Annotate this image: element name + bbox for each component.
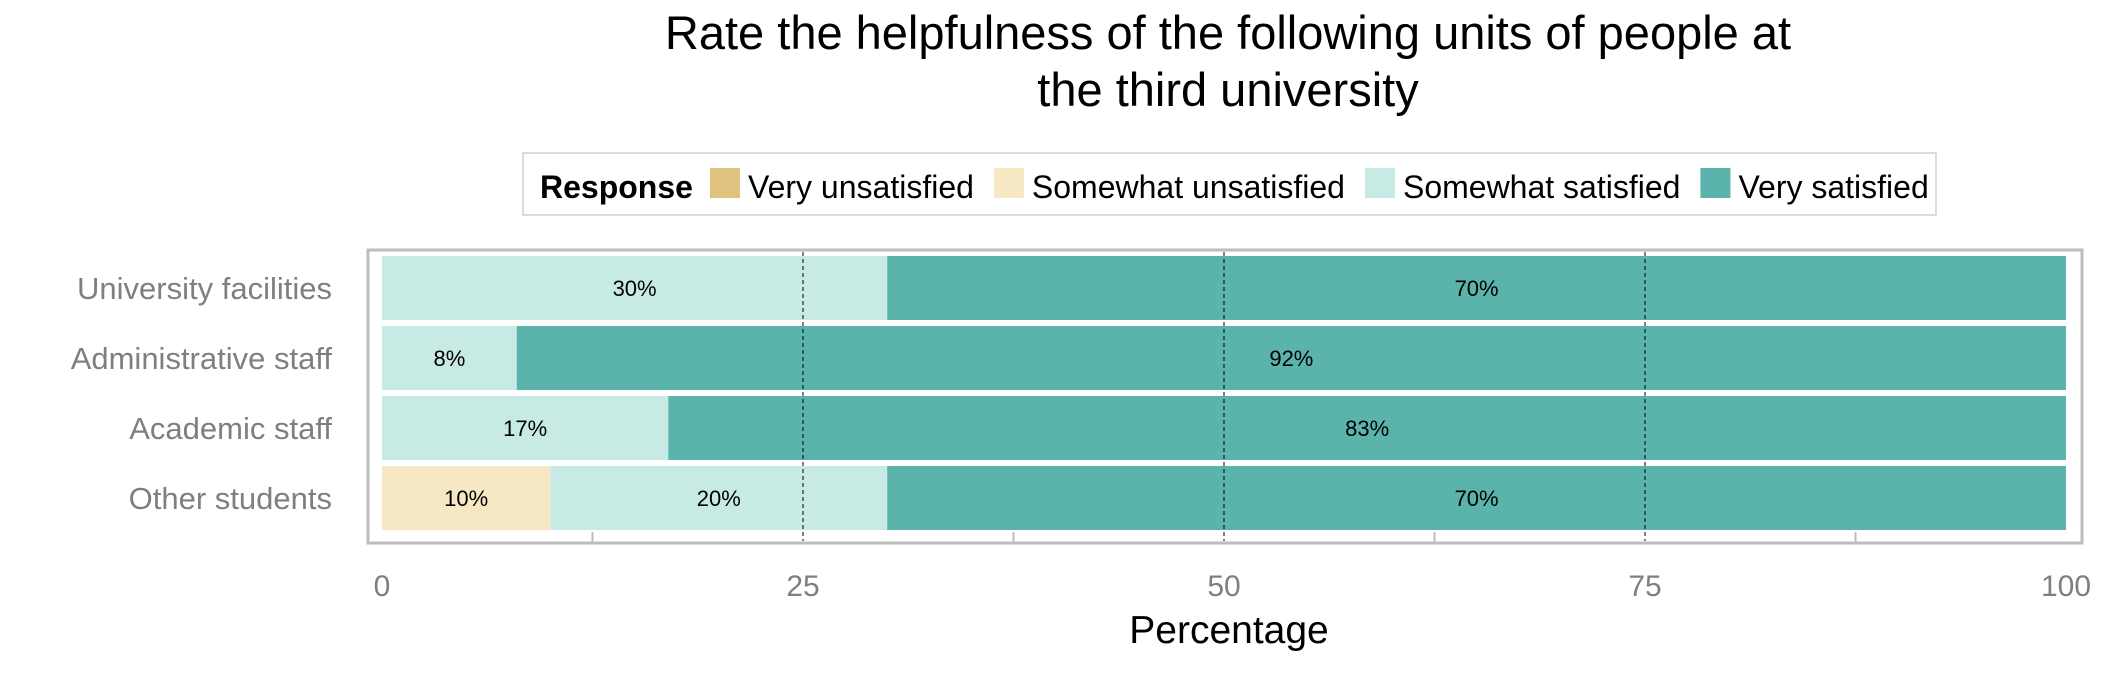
bar-administrative-staff-somewhat-satisfied [382, 326, 517, 390]
bar-other-students-somewhat-unsatisfied [382, 466, 551, 530]
bar-administrative-staff-very-satisfied [516, 326, 2066, 390]
legend-swatch-somewhat-unsatisfied [993, 168, 1024, 198]
x-axis-title: Percentage [1129, 609, 1328, 652]
legend-label-somewhat-unsatisfied: Somewhat unsatisfied [1032, 169, 1345, 205]
category-label-other-students: Other students [129, 481, 332, 516]
legend-swatch-somewhat-satisfied [1364, 168, 1395, 198]
bar-university-facilities-very-satisfied [887, 256, 2067, 320]
category-label-university-facilities: University facilities [77, 271, 332, 306]
legend-title: Response [540, 169, 693, 205]
legend-label-somewhat-satisfied: Somewhat satisfied [1403, 169, 1680, 205]
x-tick-label-25: 25 [786, 570, 819, 603]
x-tick-label-50: 50 [1207, 570, 1240, 603]
bar-academic-staff-very-satisfied [668, 396, 2066, 460]
data-label-academic-staff-very-satisfied: 83% [1345, 416, 1389, 441]
legend-label-very-satisfied: Very satisfied [1738, 169, 1928, 205]
data-label-other-students-very-satisfied: 70% [1455, 486, 1499, 511]
data-label-academic-staff-somewhat-satisfied: 17% [503, 416, 547, 441]
x-tick-label-100: 100 [2041, 570, 2091, 603]
x-tick-label-75: 75 [1628, 570, 1661, 603]
chart-title-line-1: Rate the helpfulness of the following un… [665, 6, 1791, 59]
legend: Response Very unsatisfied Somewhat unsati… [522, 152, 1937, 216]
category-label-academic-staff: Academic staff [129, 411, 332, 446]
chart-title-line-2: the third university [1037, 63, 1419, 116]
data-label-administrative-staff-somewhat-satisfied: 8% [433, 346, 465, 371]
category-label-administrative-staff: Administrative staff [71, 341, 333, 376]
legend-label-very-unsatisfied: Very unsatisfied [748, 169, 974, 205]
x-axis: 0 25 50 75 100 [374, 570, 2091, 603]
bar-academic-staff-somewhat-satisfied [382, 396, 669, 460]
data-label-other-students-somewhat-unsatisfied: 10% [444, 486, 488, 511]
y-axis: University facilities Administrative staf… [71, 271, 333, 516]
legend-swatch-very-satisfied [1700, 168, 1731, 198]
bar-other-students-very-satisfied [887, 466, 2067, 530]
data-label-university-facilities-somewhat-satisfied: 30% [613, 276, 657, 301]
data-label-other-students-somewhat-satisfied: 20% [697, 486, 741, 511]
legend-swatch-very-unsatisfied [710, 168, 740, 198]
data-label-administrative-staff-very-satisfied: 92% [1269, 346, 1313, 371]
plot-panel: 30% 70% 8% 92% 17% 83% 10% 20% 70% [366, 248, 2084, 545]
data-label-university-facilities-very-satisfied: 70% [1455, 276, 1499, 301]
bar-other-students-somewhat-satisfied [550, 466, 888, 530]
x-tick-label-0: 0 [374, 570, 391, 603]
